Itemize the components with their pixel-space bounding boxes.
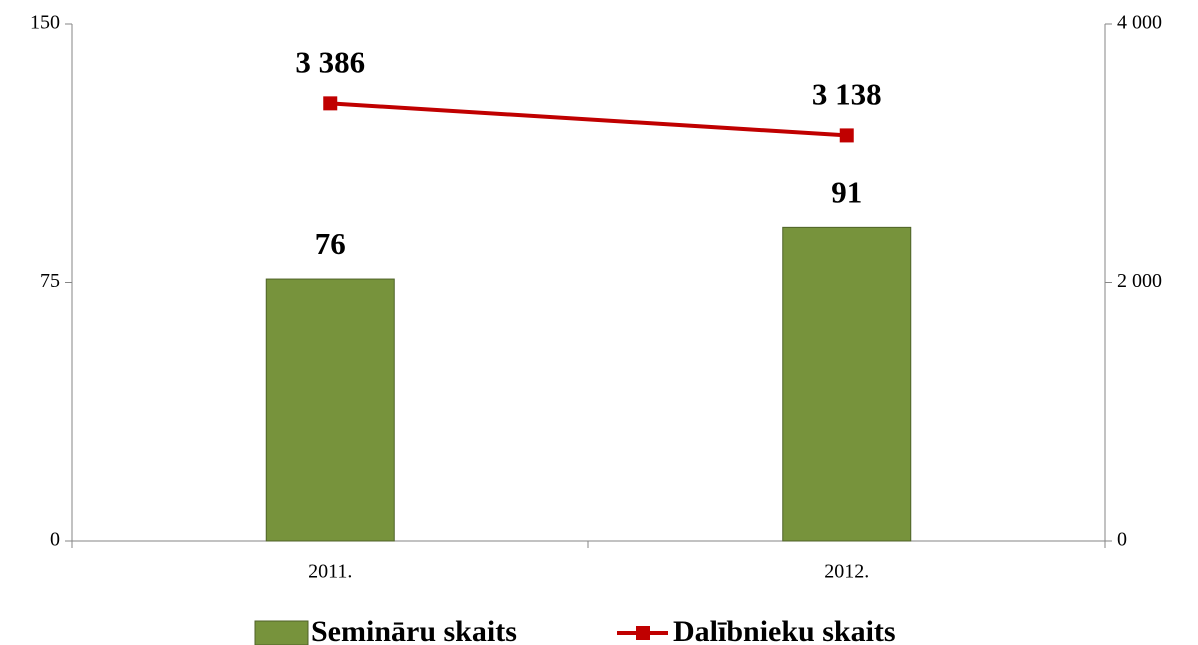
line — [330, 101, 847, 138]
marker — [839, 128, 854, 143]
value-label: 3 386 — [295, 44, 365, 79]
legend-label: Semināru skaits — [311, 615, 517, 645]
y-tick-label: 150 — [30, 12, 60, 34]
y-tick-label: 0 — [50, 529, 60, 551]
bar — [265, 278, 395, 542]
legend-label: Dalībnieku skaits — [673, 615, 896, 645]
legend-marker — [636, 626, 650, 640]
x-tick-label: 2011. — [308, 561, 352, 583]
marker — [323, 96, 338, 111]
y-tick-label: 75 — [40, 270, 60, 292]
y2-tick-label: 0 — [1117, 529, 1127, 551]
x-tick-label: 2012. — [824, 561, 869, 583]
y2-tick-label: 2 000 — [1117, 270, 1162, 292]
y2-tick-label: 4 000 — [1117, 12, 1162, 34]
bar — [782, 226, 912, 542]
legend-swatch — [254, 620, 309, 645]
value-label: 3 138 — [812, 77, 882, 112]
value-label: 76 — [315, 226, 346, 261]
value-label: 91 — [831, 174, 862, 209]
